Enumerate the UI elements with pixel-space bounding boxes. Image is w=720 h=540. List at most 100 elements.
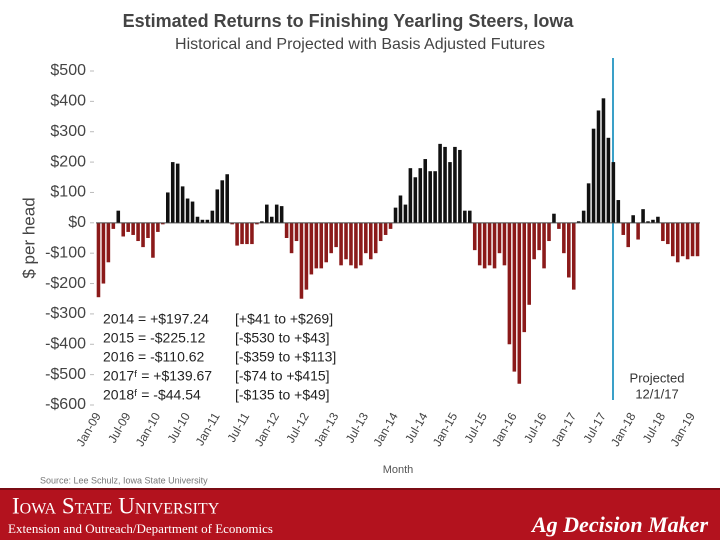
bar [661, 222, 665, 242]
bar [185, 198, 190, 223]
annotation-range: [+$41 to +$269] [235, 311, 333, 327]
bar [151, 222, 155, 258]
bar [463, 210, 467, 223]
bar [403, 204, 408, 223]
y-tick-label: $500 [50, 62, 86, 79]
bar [190, 201, 195, 223]
bar [468, 210, 472, 223]
y-tick-label: -$300 [45, 305, 86, 322]
bar [388, 222, 393, 229]
annotation-range: [-$530 to +$43] [235, 330, 330, 346]
bar [334, 222, 338, 248]
bar [116, 210, 121, 223]
bar [265, 204, 269, 223]
bar [571, 222, 576, 290]
bar [339, 222, 343, 266]
bar [279, 206, 284, 223]
y-tick-label: $100 [50, 184, 86, 201]
bar [180, 186, 185, 223]
bar [220, 180, 225, 223]
bar [433, 171, 437, 223]
bar [562, 222, 566, 254]
bar [121, 222, 126, 237]
bar [136, 222, 140, 242]
bar [245, 222, 249, 245]
y-tick-label: -$100 [45, 244, 86, 261]
bar [601, 98, 606, 223]
bar [269, 216, 274, 223]
bar [690, 222, 695, 257]
chart-subtitle: Historical and Projected with Basis Adju… [175, 36, 545, 53]
bar [299, 222, 304, 299]
bar [413, 177, 418, 223]
bar [166, 192, 170, 223]
bar [591, 128, 596, 223]
bar [606, 137, 611, 223]
bar [324, 222, 328, 263]
bar [646, 221, 650, 223]
bar [364, 222, 368, 254]
bar [161, 222, 165, 225]
bar [492, 222, 497, 269]
bar [596, 110, 601, 223]
annotation-value: 2017ᶠ = +$139.67 [103, 368, 212, 384]
bar [368, 222, 373, 260]
bar [502, 222, 507, 266]
bar [685, 222, 690, 260]
bar [329, 222, 333, 254]
bar [695, 222, 700, 257]
bar [458, 149, 462, 223]
chart-title: Estimated Returns to Finishing Yearling … [123, 11, 575, 31]
bar [586, 183, 591, 223]
bar [304, 222, 309, 290]
y-tick-label: -$200 [45, 275, 86, 292]
bar [576, 221, 581, 223]
bar [359, 222, 363, 266]
bar [349, 222, 353, 266]
bar [373, 222, 378, 254]
bar [636, 222, 640, 240]
bar [255, 222, 259, 225]
bar [641, 209, 645, 223]
bar [537, 222, 541, 251]
bar [106, 222, 111, 263]
y-tick-label: -$600 [45, 396, 86, 413]
bar [141, 222, 145, 248]
annotation-value: 2018ᶠ = -$44.54 [103, 387, 201, 403]
bar [225, 174, 229, 223]
bar [477, 222, 482, 266]
bar [170, 162, 175, 223]
annotation-value: 2015 = -$225.12 [103, 330, 206, 346]
bar [230, 222, 234, 225]
bar [235, 222, 239, 246]
bar [557, 222, 561, 229]
bar [611, 162, 616, 223]
bar [284, 222, 289, 238]
bar [240, 222, 244, 245]
y-tick-label: $0 [68, 214, 86, 231]
annotation-range: [-$359 to +$113] [235, 349, 336, 365]
footer-department: Extension and Outreach/Department of Eco… [8, 521, 273, 536]
annotation-range: [-$135 to +$49] [235, 387, 330, 403]
bar [542, 222, 546, 269]
bar [393, 207, 398, 223]
bar [319, 222, 324, 269]
y-tick-label: $200 [50, 153, 86, 170]
y-tick-label: $300 [50, 123, 86, 140]
bar [428, 171, 432, 223]
bar [274, 204, 279, 223]
bar [205, 219, 210, 223]
bar [656, 216, 660, 223]
footer-brand: Ag Decision Maker [530, 512, 708, 537]
bar [517, 222, 522, 384]
bar [418, 168, 423, 223]
bar [438, 143, 442, 223]
bar [354, 222, 358, 269]
annotation-value: 2014 = +$197.24 [103, 311, 209, 327]
y-tick-label: $400 [50, 93, 86, 110]
bar [383, 222, 388, 235]
bar [680, 222, 685, 257]
footer-band [0, 489, 720, 540]
